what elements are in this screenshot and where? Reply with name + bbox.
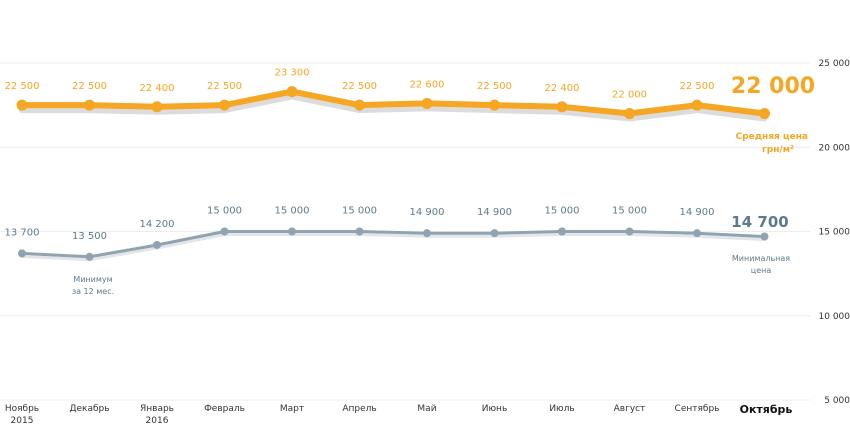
min-price-data-label: 13 700 xyxy=(5,227,40,238)
avg-price-data-label: 22 500 xyxy=(680,81,715,92)
x-tick-label: Июнь xyxy=(482,404,508,414)
avg-price-data-label: 22 500 xyxy=(342,81,377,92)
min-price-line-shadow xyxy=(20,233,766,262)
min-price-point xyxy=(423,229,431,238)
avg-price-data-label: 22 500 xyxy=(5,81,40,92)
min-price-data-label: 14 900 xyxy=(477,207,512,218)
min-price-point xyxy=(490,229,499,238)
avg-price-legend-line2: грн/м² xyxy=(762,145,794,155)
avg-price-point xyxy=(624,108,635,120)
min-price-point xyxy=(220,227,229,236)
lowest-annotation-line1: Минимум xyxy=(73,275,112,284)
min-price-point xyxy=(288,227,296,236)
x-tick-label: Сентябрь xyxy=(675,404,720,414)
avg-price-point xyxy=(421,97,433,109)
x-tick-label: Май xyxy=(417,404,436,414)
y-axis: 5 000 10 000 15 000 20 000 25 000 xyxy=(819,59,850,406)
x-tick-label: Декабрь xyxy=(69,404,109,414)
min-price-data-label: 14 900 xyxy=(680,207,715,218)
min-price-data-label: 14 700 xyxy=(731,213,788,231)
y-tick-label: 25 000 xyxy=(819,59,850,69)
avg-price-data-label: 22 500 xyxy=(72,81,107,92)
avg-price-point xyxy=(759,108,770,120)
x-axis: Ноябрь 2015 Декабрь Январь 2016 Февраль Март Ап… xyxy=(5,403,793,425)
avg-price-line-shadow xyxy=(19,93,768,122)
avg-price-data-label: 22 500 xyxy=(207,81,242,92)
avg-price-point xyxy=(489,99,500,111)
avg-price-data-label: 22 400 xyxy=(545,83,580,94)
lowest-annotation-line2: за 12 мес. xyxy=(72,287,114,296)
min-price-line xyxy=(20,230,766,259)
min-price-point xyxy=(693,229,701,238)
avg-price-point xyxy=(286,86,298,98)
x-tick-label: Июль xyxy=(549,404,574,414)
avg-price-data-label: 22 000 xyxy=(612,90,647,101)
x-tick-label: Август xyxy=(614,404,646,414)
x-tick-label: Ноябрь 2015 xyxy=(5,404,39,425)
avg-price-data-label: 22 000 xyxy=(731,74,815,99)
series-avg-price: 22 500 22 500 22 400 22 500 23 300 22 500 22 6… xyxy=(5,68,815,122)
min-price-point xyxy=(355,227,364,236)
min-price-point xyxy=(625,227,634,236)
avg-price-point xyxy=(219,99,230,111)
avg-price-point xyxy=(556,101,568,113)
min-price-point xyxy=(760,232,769,241)
avg-price-data-label: 22 400 xyxy=(140,83,175,94)
min-price-data-label: 14 900 xyxy=(410,207,445,218)
min-price-data-label: 15 000 xyxy=(207,206,242,217)
avg-price-legend-line1: Средняя цена xyxy=(736,132,808,142)
min-price-data-label: 14 200 xyxy=(140,219,175,230)
y-tick-label: 15 000 xyxy=(819,228,850,238)
min-price-legend-line1: Минимальная xyxy=(732,254,790,263)
min-price-point xyxy=(18,249,26,258)
y-tick-label: 20 000 xyxy=(819,143,850,153)
x-tick-label: Март xyxy=(280,404,304,414)
avg-price-data-label: 23 300 xyxy=(275,68,310,79)
avg-price-point xyxy=(16,99,28,111)
avg-price-data-label: 22 600 xyxy=(410,79,445,90)
min-price-data-label: 15 000 xyxy=(545,206,580,217)
avg-price-line xyxy=(19,88,768,117)
avg-price-point xyxy=(151,101,163,113)
min-price-point xyxy=(153,240,161,249)
x-tick-label: Октябрь xyxy=(740,403,793,416)
x-tick-label: Февраль xyxy=(204,404,245,414)
min-price-data-label: 13 500 xyxy=(72,231,107,242)
avg-price-point xyxy=(84,99,95,111)
min-price-data-label: 15 000 xyxy=(275,206,310,217)
min-price-legend-line2: цена xyxy=(751,266,772,275)
avg-price-data-label: 22 500 xyxy=(477,81,512,92)
min-price-data-label: 15 000 xyxy=(612,206,647,217)
x-tick-label: Апрель xyxy=(342,404,376,414)
avg-price-point xyxy=(691,99,703,111)
min-price-point xyxy=(85,252,94,261)
y-tick-label: 10 000 xyxy=(819,312,850,322)
min-price-data-label: 15 000 xyxy=(342,206,377,217)
avg-price-point xyxy=(354,99,365,111)
min-price-point xyxy=(558,227,566,236)
y-tick-label: 5 000 xyxy=(824,396,850,406)
series-min-price: 13 700 13 500 14 200 15 000 15 000 15 000 14 9… xyxy=(5,206,789,262)
x-tick-label: Январь 2016 xyxy=(140,404,174,425)
